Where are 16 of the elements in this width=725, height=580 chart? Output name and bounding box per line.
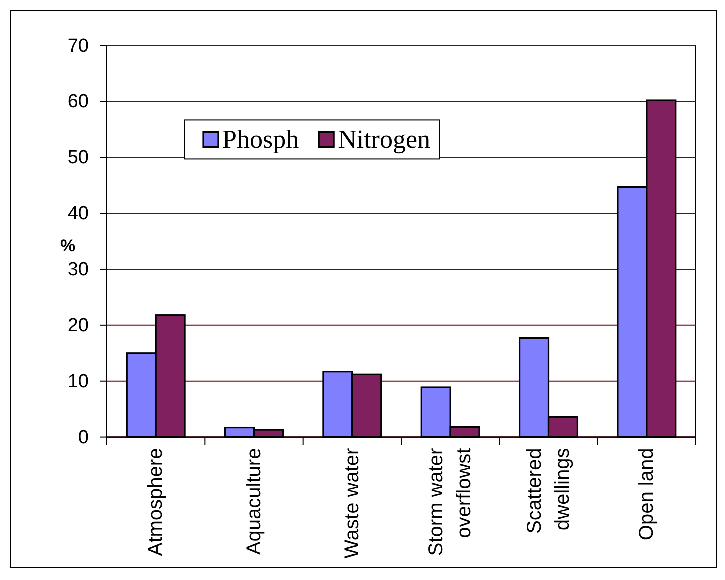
y-tick-label: 10	[68, 371, 89, 392]
y-tick-label: 50	[68, 148, 89, 169]
x-tick-label: Waste water	[341, 448, 364, 559]
y-axis-title: %	[60, 236, 76, 256]
y-tick-label: 0	[78, 427, 89, 448]
y-tick-label: 30	[68, 260, 89, 281]
legend-label: Phosph	[222, 125, 300, 154]
x-tick-label: Storm water overflowst	[426, 448, 476, 556]
y-tick-label: 60	[68, 92, 89, 113]
x-tick-label: Aquaculture	[243, 448, 266, 556]
y-tick-label: 70	[68, 36, 89, 57]
y-tick-label: 40	[68, 204, 89, 225]
y-tick-label: 20	[68, 315, 89, 336]
x-tick-label: Atmosphere	[145, 448, 168, 556]
legend-label: Nitrogen	[338, 125, 430, 154]
x-tick-label: Open land	[636, 448, 658, 541]
